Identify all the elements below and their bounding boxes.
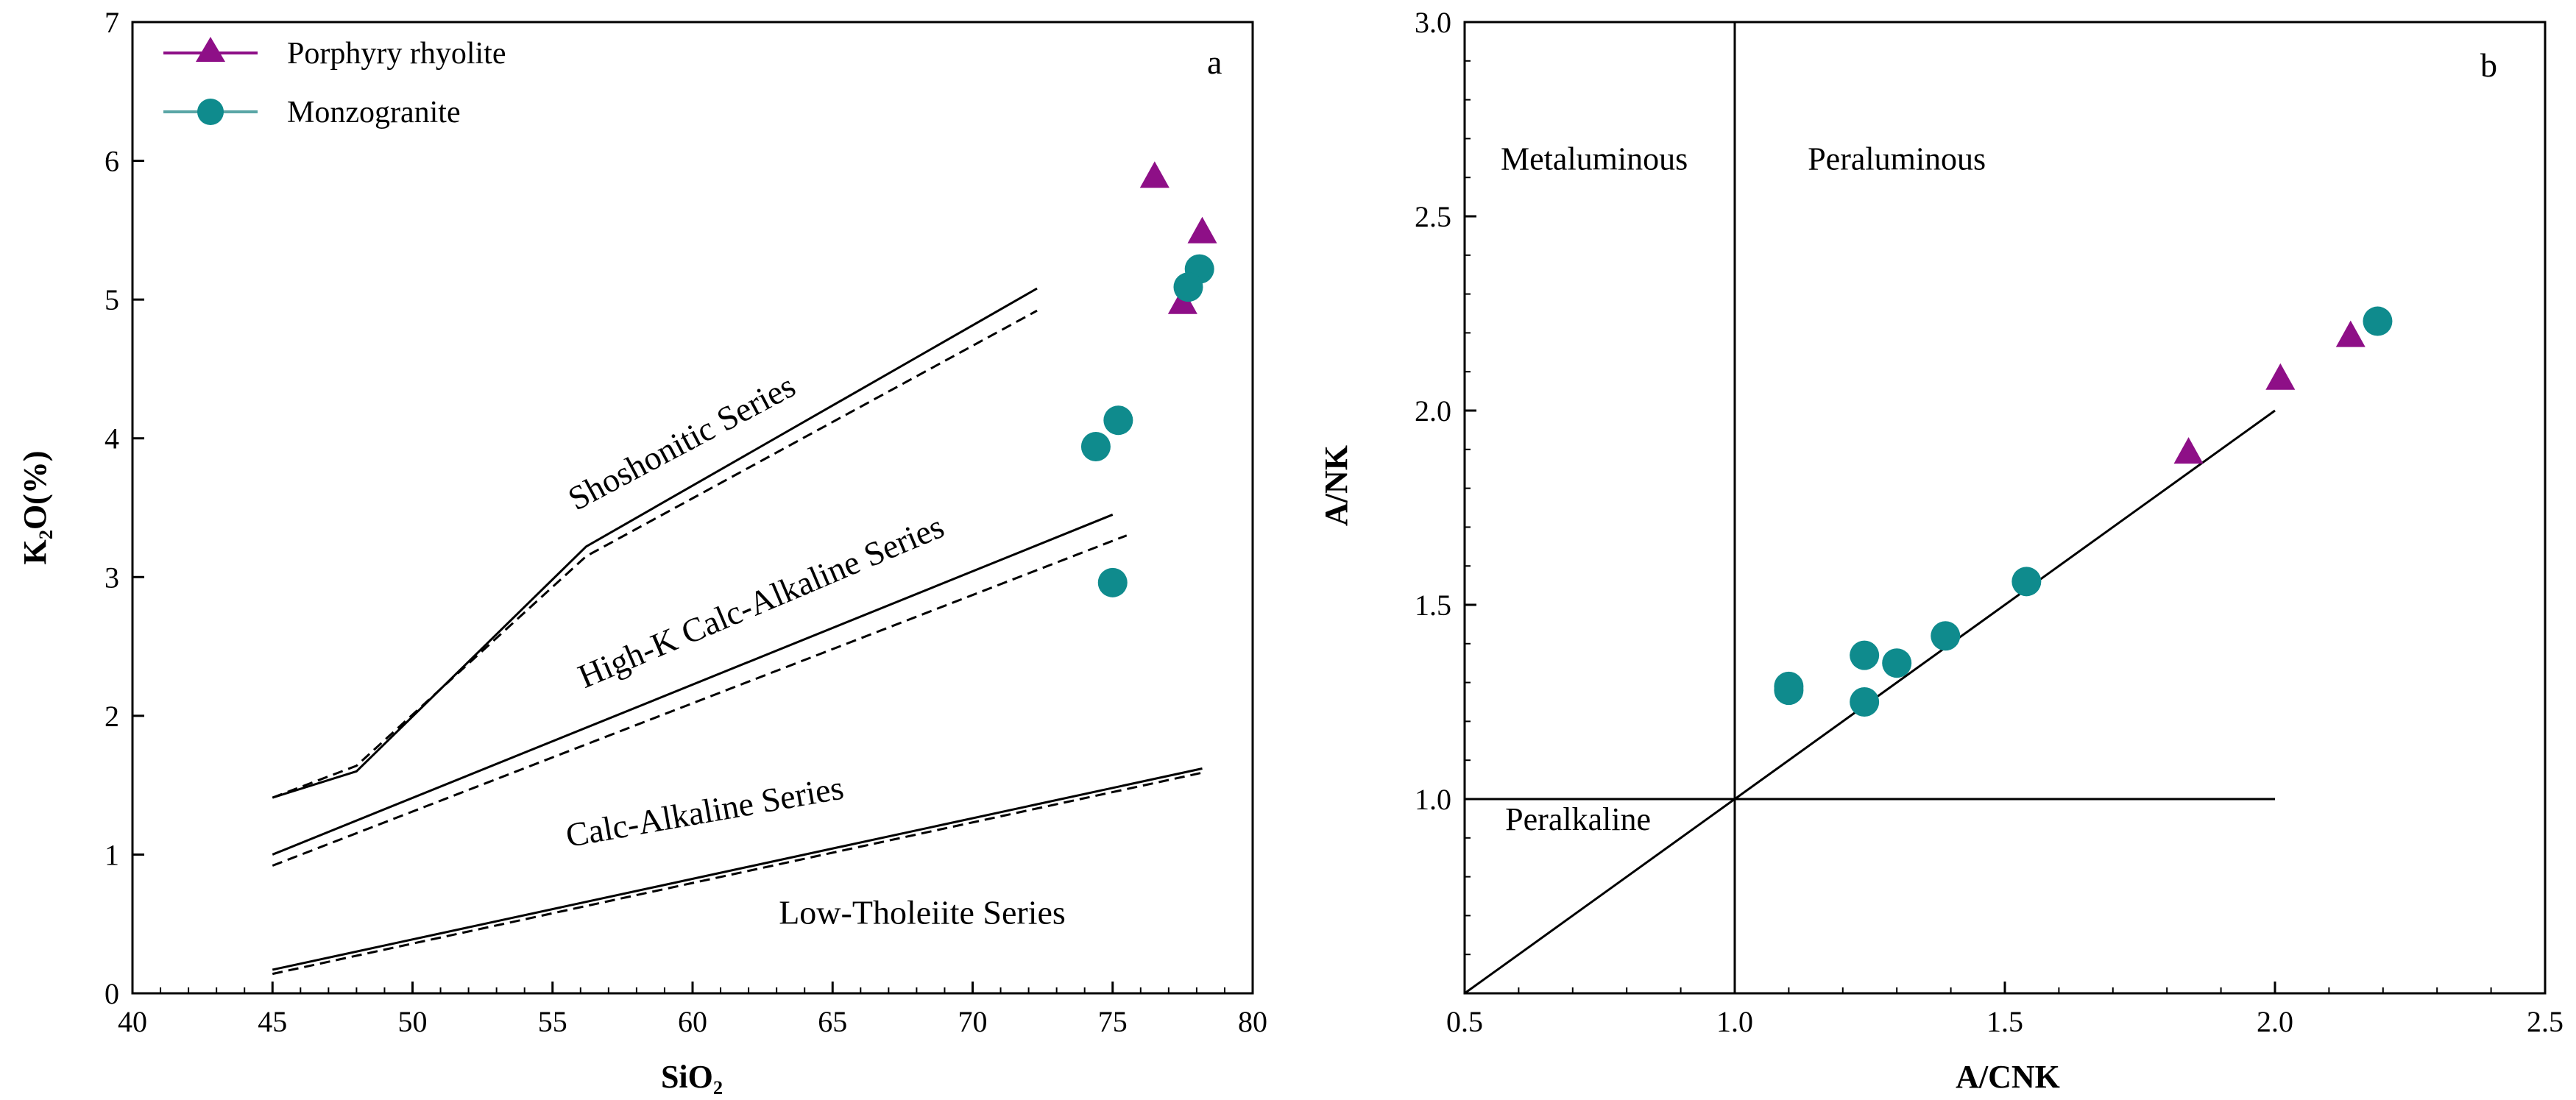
point-porphyry-rhyolite bbox=[2173, 437, 2204, 464]
y-tick-label: 4 bbox=[105, 422, 119, 455]
y-tick-label: 1.5 bbox=[1415, 589, 1451, 622]
y-tick-label: 7 bbox=[105, 6, 119, 39]
point-porphyry-rhyolite bbox=[1187, 216, 1217, 244]
boundary-shoshonitic-upper bbox=[272, 287, 1038, 799]
panel-a-points bbox=[1080, 161, 1217, 597]
panel-a-x-title: SiO₂ bbox=[661, 1059, 723, 1095]
panel-b-y-title: A/NK bbox=[1318, 445, 1354, 526]
point-monzogranite bbox=[1080, 432, 1111, 462]
x-tick-label: 75 bbox=[1098, 1005, 1128, 1038]
point-monzogranite bbox=[1103, 405, 1133, 436]
point-monzogranite bbox=[1173, 272, 1203, 302]
x-tick-label: 55 bbox=[538, 1005, 567, 1038]
point-porphyry-rhyolite bbox=[2335, 320, 2366, 347]
panel-b-points bbox=[1774, 306, 2393, 717]
point-porphyry-rhyolite bbox=[2265, 363, 2296, 390]
panel-b: 0.5 1.0 1.5 2.0 2.5 1.0 1.5 2.0 2.5 3.0 Metalumin… bbox=[1318, 6, 2563, 1095]
panel-b-x-title: A/CNK bbox=[1956, 1059, 2060, 1095]
panel-a-boundaries bbox=[272, 287, 1203, 976]
y-tick-label: 2 bbox=[105, 700, 119, 733]
x-tick-label: 80 bbox=[1238, 1005, 1267, 1038]
y-tick-label: 2.5 bbox=[1415, 200, 1451, 233]
x-tick-label: 45 bbox=[258, 1005, 287, 1038]
point-monzogranite bbox=[1850, 687, 1880, 717]
point-porphyry-rhyolite bbox=[1167, 287, 1197, 314]
point-porphyry-rhyolite bbox=[1139, 161, 1170, 188]
legend-marker-monzogranite bbox=[197, 99, 224, 125]
y-tick-label: 5 bbox=[105, 283, 119, 316]
field-label: Metaluminous bbox=[1501, 141, 1688, 177]
panel-b-letter: b bbox=[2480, 46, 2497, 84]
point-monzogranite bbox=[2011, 567, 2042, 597]
boundary-shoshonitic-lower bbox=[272, 309, 1038, 799]
y-tick-label: 3 bbox=[105, 561, 119, 594]
panel-a-y-title: K₂O(%) bbox=[17, 451, 53, 565]
x-tick-label: 2.0 bbox=[2257, 1005, 2293, 1038]
y-tick-label: 0 bbox=[105, 977, 119, 1010]
y-tick-label: 1 bbox=[105, 838, 119, 871]
boundary-calc-upper bbox=[272, 767, 1203, 971]
field-label: Shoshonitic Series bbox=[562, 366, 802, 517]
y-tick-label: 2.0 bbox=[1415, 394, 1451, 427]
panel-b-field-labels: Metaluminous Peraluminous Peralkaline bbox=[1501, 141, 1986, 838]
point-monzogranite bbox=[1850, 640, 1880, 670]
x-tick-label: 1.5 bbox=[1986, 1005, 2023, 1038]
x-tick-label: 70 bbox=[958, 1005, 988, 1038]
x-tick-label: 0.5 bbox=[1446, 1005, 1483, 1038]
x-tick-label: 1.0 bbox=[1716, 1005, 1753, 1038]
x-tick-label: 60 bbox=[678, 1005, 707, 1038]
panel-a-frame bbox=[131, 21, 1254, 995]
field-label: High-K Calc-Alkaline Series bbox=[573, 507, 949, 695]
panel-b-ticks: 0.5 1.0 1.5 2.0 2.5 1.0 1.5 2.0 2.5 3.0 bbox=[1415, 6, 2563, 1038]
boundary-highk-lower bbox=[272, 534, 1128, 867]
point-monzogranite bbox=[1882, 648, 1912, 678]
legend-label-monzogranite: Monzogranite bbox=[287, 96, 461, 129]
point-monzogranite bbox=[1931, 621, 1961, 651]
legend-label-porphyry: Porphyry rhyolite bbox=[287, 37, 506, 71]
boundary-highk-upper bbox=[272, 514, 1114, 856]
point-monzogranite bbox=[2363, 306, 2393, 336]
y-tick-label: 1.0 bbox=[1415, 783, 1451, 816]
x-tick-label: 50 bbox=[398, 1005, 428, 1038]
field-label: Peraluminous bbox=[1808, 141, 1986, 177]
field-label: Calc-Alkaline Series bbox=[563, 769, 846, 855]
point-monzogranite bbox=[1097, 567, 1128, 597]
legend-marker-porphyry bbox=[196, 37, 225, 62]
x-tick-label: 65 bbox=[818, 1005, 847, 1038]
y-tick-label: 3.0 bbox=[1415, 6, 1451, 39]
boundary-calc-lower bbox=[272, 771, 1203, 976]
y-tick-label: 6 bbox=[105, 145, 119, 178]
x-tick-label: 2.5 bbox=[2527, 1005, 2563, 1038]
x-tick-label: 40 bbox=[118, 1005, 147, 1038]
field-label: Low-Tholeiite Series bbox=[779, 894, 1066, 932]
point-monzogranite bbox=[1774, 675, 1804, 706]
panel-a-legend: Porphyry rhyolite Monzogranite bbox=[163, 37, 506, 129]
panel-a-letter: a bbox=[1207, 43, 1222, 81]
field-label: Peralkaline bbox=[1505, 801, 1651, 837]
